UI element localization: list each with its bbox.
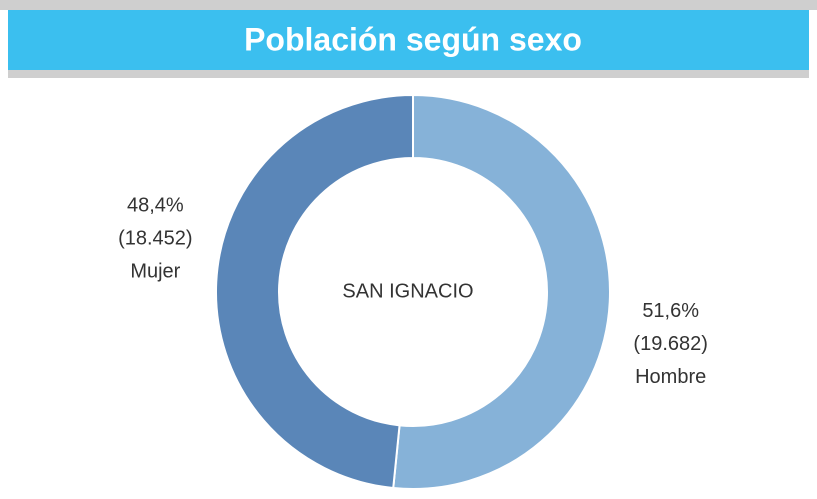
top-strip [0,0,817,10]
count-label: (19.682) [633,333,708,355]
center-label: SAN IGNACIO [342,280,473,302]
slice [392,93,611,490]
value-label: 48,4% [127,194,184,216]
title-underline [8,70,809,78]
donut [215,93,611,490]
chart-title: Población según sexo [244,21,582,57]
category-label: Hombre [635,366,706,388]
title-bar [8,10,809,70]
slice [215,93,414,490]
count-label: (18.452) [118,227,193,249]
value-label: 51,6% [642,300,699,322]
category-label: Mujer [130,260,180,282]
